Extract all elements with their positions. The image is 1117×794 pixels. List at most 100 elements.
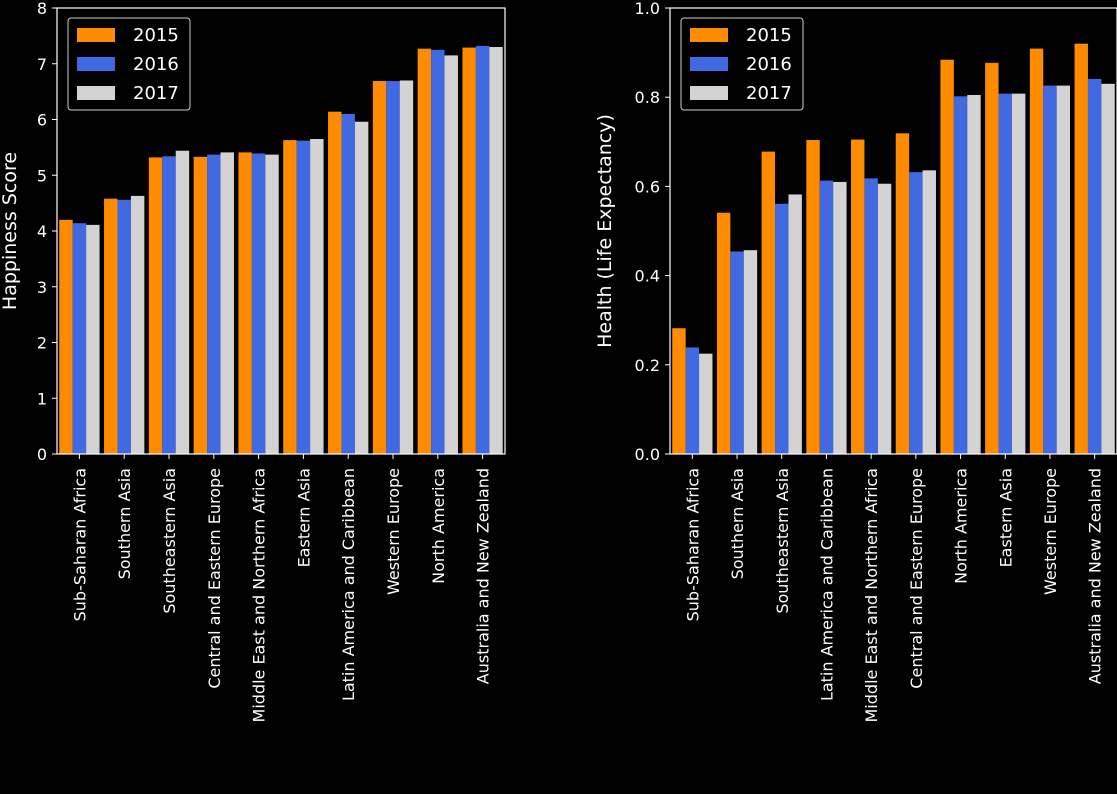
bar-2016-australia-and-new-zealand <box>1087 78 1102 454</box>
bar-2016-sub-saharan-africa <box>72 223 87 454</box>
x-tick-label-sub-saharan-africa: Sub-Saharan Africa <box>683 468 702 621</box>
x-tick-label-central-and-eastern-europe: Central and Eastern Europe <box>907 468 926 689</box>
bar-2017-central-and-eastern-europe <box>220 152 234 454</box>
y-tick-label: 6 <box>37 111 47 130</box>
axes-frame <box>669 7 1117 455</box>
bar-2017-western-europe <box>399 80 414 454</box>
bar-2017-southeastern-asia <box>788 194 802 454</box>
bar-2016-southeastern-asia <box>162 156 176 455</box>
bar-2017-sub-saharan-africa <box>699 353 713 454</box>
legend-label-2016: 2016 <box>133 54 179 75</box>
bar-2017-southeastern-asia <box>175 150 190 454</box>
bar-2015-eastern-asia <box>283 140 297 454</box>
bar-2017-southern-asia <box>130 195 145 454</box>
x-tick-label-western-europe: Western Europe <box>1041 468 1060 595</box>
x-tick-label-central-and-eastern-europe: Central and Eastern Europe <box>205 468 224 689</box>
x-tick-label-australia-and-new-zealand: Australia and New Zealand <box>1086 468 1105 684</box>
x-tick-label-middle-east-and-northern-africa: Middle East and Northern Africa <box>250 468 269 722</box>
bar-2015-north-america <box>417 48 432 454</box>
bar-2017-latin-america-and-caribbean <box>833 181 847 454</box>
bar-2015-sub-saharan-africa <box>59 219 73 454</box>
x-tick-label-southeastern-asia: Southeastern Asia <box>160 468 179 614</box>
y-tick-label: 0.6 <box>635 177 660 196</box>
legend-swatch-2017 <box>77 86 115 100</box>
bar-2016-western-europe <box>386 81 400 454</box>
y-tick-label: 2 <box>37 334 47 353</box>
bar-2015-middle-east-and-northern-africa <box>851 139 865 454</box>
bar-2016-central-and-eastern-europe <box>909 172 923 454</box>
y-tick-label: 0.2 <box>635 356 660 375</box>
x-tick-label-north-america: North America <box>429 468 448 584</box>
legend-label-2015: 2015 <box>746 25 792 46</box>
health-life-expectancy-chart: 0.0 0.2 0.4 0.6 0.8 1.0 Health (Life Expectanc… <box>594 0 1117 722</box>
y-tick-label: 0 <box>37 445 47 464</box>
x-tick-label-eastern-asia: Eastern Asia <box>294 468 313 567</box>
legend-swatch-2015 <box>77 28 115 42</box>
y-tick-label: 8 <box>37 0 47 18</box>
legend-label-2016: 2016 <box>746 54 792 75</box>
bar-2015-eastern-asia <box>985 62 999 455</box>
legend-swatch-2017 <box>690 86 728 100</box>
y-axis-label: Health (Life Expectancy) <box>594 114 616 348</box>
bar-2016-southeastern-asia <box>775 203 789 454</box>
x-tick-label-middle-east-and-northern-africa: Middle East and Northern Africa <box>862 468 881 722</box>
bar-2015-southeastern-asia <box>761 151 776 455</box>
x-tick-label-southern-asia: Southern Asia <box>728 468 747 579</box>
bar-2015-central-and-eastern-europe <box>895 133 910 454</box>
bar-2017-middle-east-and-northern-africa <box>265 154 279 454</box>
bar-2015-latin-america-and-caribbean <box>328 111 342 454</box>
bar-2017-western-europe <box>1056 85 1071 454</box>
y-tick-label: 0.8 <box>635 88 660 107</box>
x-tick-label-north-america: North America <box>952 468 971 584</box>
y-tick-label: 7 <box>37 55 47 74</box>
bar-2015-middle-east-and-northern-africa <box>238 152 252 454</box>
bar-2017-central-and-eastern-europe <box>922 170 936 454</box>
x-tick-label-southern-asia: Southern Asia <box>115 468 134 579</box>
bar-2016-southern-asia <box>117 199 131 454</box>
x-tick-label-western-europe: Western Europe <box>384 468 403 595</box>
bar-2016-western-europe <box>1043 85 1057 454</box>
bar-2016-australia-and-new-zealand <box>475 45 490 454</box>
bar-2015-australia-and-new-zealand <box>462 47 476 454</box>
bar-2015-australia-and-new-zealand <box>1074 43 1088 455</box>
y-tick-label: 5 <box>37 166 47 185</box>
bar-2015-southern-asia <box>104 198 118 454</box>
bar-2016-southern-asia <box>730 251 744 454</box>
bar-2016-latin-america-and-caribbean <box>819 180 834 454</box>
legend-swatch-2016 <box>690 57 728 71</box>
bar-2017-eastern-asia <box>310 139 324 454</box>
bar-2016-middle-east-and-northern-africa <box>864 178 878 454</box>
bar-2017-north-america <box>444 55 458 454</box>
bar-2017-australia-and-new-zealand <box>1101 83 1115 454</box>
x-tick-label-latin-america-and-caribbean: Latin America and Caribbean <box>339 468 358 701</box>
y-tick-label: 3 <box>37 278 47 297</box>
legend-swatch-2016 <box>77 57 115 71</box>
bar-2016-eastern-asia <box>296 140 311 454</box>
x-tick-label-sub-saharan-africa: Sub-Saharan Africa <box>70 468 89 621</box>
bar-2016-latin-america-and-caribbean <box>341 113 355 455</box>
bar-2016-central-and-eastern-europe <box>207 154 221 454</box>
bar-2017-eastern-asia <box>1011 93 1026 454</box>
y-tick-label: 1 <box>37 389 47 408</box>
bar-2015-north-america <box>940 59 954 455</box>
bar-2015-sub-saharan-africa <box>672 328 686 454</box>
y-tick-label: 0.0 <box>635 445 660 464</box>
bar-2015-central-and-eastern-europe <box>193 156 208 454</box>
bar-2017-latin-america-and-caribbean <box>354 121 369 454</box>
x-tick-label-eastern-asia: Eastern Asia <box>996 468 1015 567</box>
bar-2016-sub-saharan-africa <box>685 347 700 454</box>
bar-2017-middle-east-and-northern-africa <box>877 183 892 454</box>
y-tick-label: 1.0 <box>635 0 660 18</box>
legend-label-2015: 2015 <box>133 25 179 46</box>
legend-label-2017: 2017 <box>133 83 179 104</box>
bar-2016-north-america <box>953 96 968 454</box>
x-tick-label-southeastern-asia: Southeastern Asia <box>773 468 792 614</box>
y-axis-label: Happiness Score <box>0 152 21 310</box>
bar-2017-australia-and-new-zealand <box>489 47 503 454</box>
x-tick-label-australia-and-new-zealand: Australia and New Zealand <box>474 468 493 684</box>
y-tick-label: 0.4 <box>635 267 660 286</box>
y-tick-label: 4 <box>37 222 47 241</box>
bar-2016-north-america <box>431 49 445 455</box>
happiness-score-chart: 0 1 2 3 4 5 6 7 8 Happiness Score Sub-Saharan Afri… <box>0 0 506 722</box>
